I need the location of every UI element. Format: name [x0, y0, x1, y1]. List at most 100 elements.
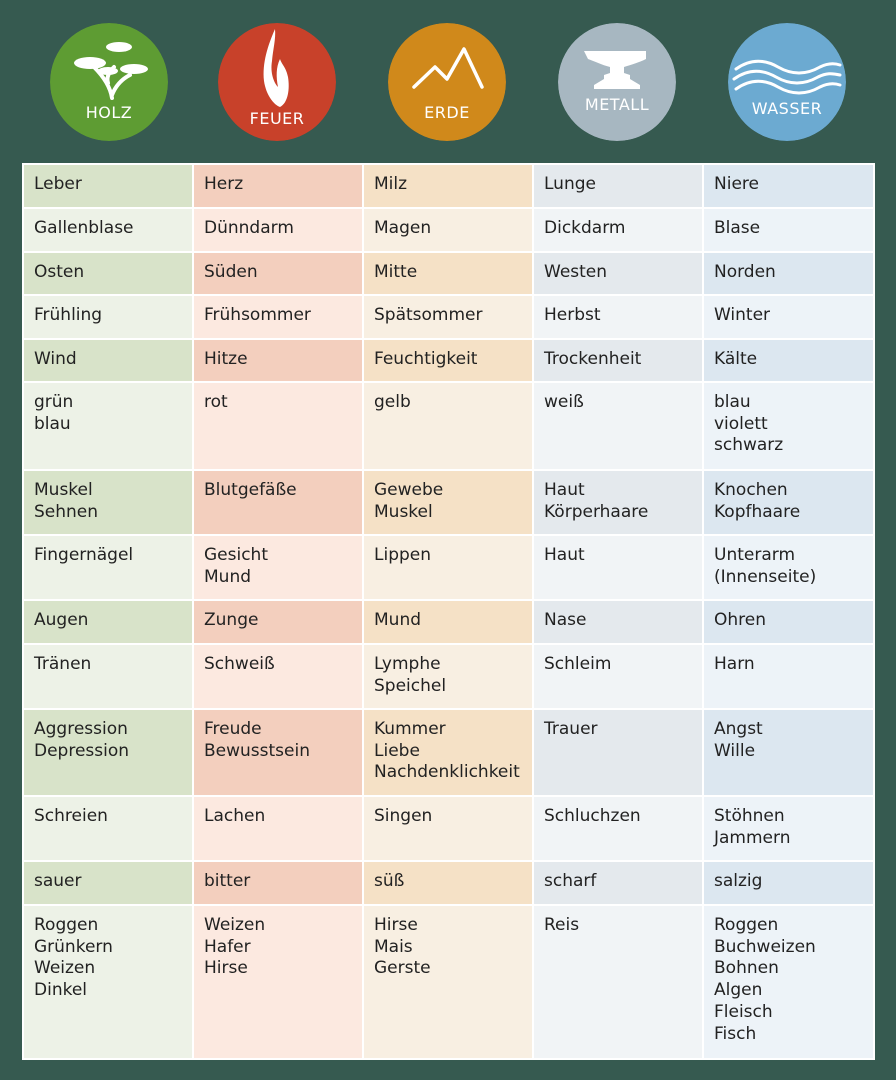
table-cell: Schleim — [532, 643, 704, 710]
table-cell: bitter — [192, 860, 364, 906]
table-cell: Haut — [532, 534, 704, 601]
table-cell: weiß — [532, 381, 704, 471]
table-row: Roggen Grünkern Weizen Dinkel Weizen Hafe… — [22, 904, 875, 1060]
table-cell: Roggen Grünkern Weizen Dinkel — [22, 904, 194, 1060]
table-row: Frühling Frühsommer Spätsommer Herbst Winter — [22, 294, 875, 340]
element-erde: ERDE — [388, 23, 506, 141]
table-cell: sauer — [22, 860, 194, 906]
table-cell: Feuchtigkeit — [362, 338, 534, 383]
table-cell: Mund — [362, 599, 534, 645]
table-cell: scharf — [532, 860, 704, 906]
table-cell: Zunge — [192, 599, 364, 645]
table-cell: Gewebe Muskel — [362, 469, 534, 536]
table-cell: Hitze — [192, 338, 364, 383]
table-cell: Kälte — [702, 338, 875, 383]
table-cell: Dünndarm — [192, 207, 364, 253]
table-cell: Niere — [702, 163, 875, 209]
element-wasser: WASSER — [728, 23, 846, 141]
table-cell: Herz — [192, 163, 364, 209]
table-cell: Ohren — [702, 599, 875, 645]
table-cell: Lunge — [532, 163, 704, 209]
table-cell: Magen — [362, 207, 534, 253]
table-cell: Blase — [702, 207, 875, 253]
table-cell: Schreien — [22, 795, 194, 862]
table-cell: Tränen — [22, 643, 194, 710]
table-cell: Kummer Liebe Nachdenklichkeit — [362, 708, 534, 797]
correspondence-table: Leber Herz Milz Lunge Niere Gallenblase Dünnd… — [22, 163, 875, 1060]
table-cell: Dickdarm — [532, 207, 704, 253]
feuer-circle-bg — [218, 23, 336, 141]
table-cell: Trockenheit — [532, 338, 704, 383]
five-elements-table: Leber Herz Milz Lunge Niere Gallenblase Dünnd… — [22, 163, 875, 1060]
table-cell: Haut Körperhaare — [532, 469, 704, 536]
table-body: Leber Herz Milz Lunge Niere Gallenblase Dünnd… — [22, 163, 875, 1060]
table-cell: Spätsommer — [362, 294, 534, 340]
table-cell: Herbst — [532, 294, 704, 340]
table-cell: grün blau — [22, 381, 194, 471]
table-cell: Winter — [702, 294, 875, 340]
table-cell: süß — [362, 860, 534, 906]
table-cell: Milz — [362, 163, 534, 209]
table-cell: salzig — [702, 860, 875, 906]
table-row: sauer bitter süß scharf salzig — [22, 860, 875, 906]
table-cell: Singen — [362, 795, 534, 862]
table-row: Leber Herz Milz Lunge Niere — [22, 163, 875, 209]
table-cell: rot — [192, 381, 364, 471]
table-cell: Gesicht Mund — [192, 534, 364, 601]
table-row: Aggression Depression Freude Bewusstsein K… — [22, 708, 875, 797]
table-cell: Schluchzen — [532, 795, 704, 862]
flame-icon — [218, 23, 336, 141]
table-row: Augen Zunge Mund Nase Ohren — [22, 599, 875, 645]
table-row: Fingernägel Gesicht Mund Lippen Haut Unterar… — [22, 534, 875, 601]
anvil-icon — [558, 23, 676, 141]
bonsai-icon — [50, 23, 168, 141]
erde-circle-bg — [388, 23, 506, 141]
table-cell: Augen — [22, 599, 194, 645]
element-header: HOLZ FEUER ERDE METALL WAS — [0, 0, 896, 160]
table-row: Schreien Lachen Singen Schluchzen Stöhnen Ja… — [22, 795, 875, 862]
table-cell: Leber — [22, 163, 194, 209]
table-cell: Nase — [532, 599, 704, 645]
table-cell: Knochen Kopfhaare — [702, 469, 875, 536]
mountain-icon — [388, 23, 506, 141]
table-cell: Frühsommer — [192, 294, 364, 340]
table-cell: Lachen — [192, 795, 364, 862]
table-cell: Stöhnen Jammern — [702, 795, 875, 862]
table-cell: Harn — [702, 643, 875, 710]
table-cell: Frühling — [22, 294, 194, 340]
element-feuer: FEUER — [218, 23, 336, 141]
table-cell: Angst Wille — [702, 708, 875, 797]
table-cell: Reis — [532, 904, 704, 1060]
table-cell: Roggen Buchweizen Bohnen Algen Fleisch F… — [702, 904, 875, 1060]
table-row: Wind Hitze Feuchtigkeit Trockenheit Kälte — [22, 338, 875, 383]
table-cell: Lymphe Speichel — [362, 643, 534, 710]
table-cell: Gallenblase — [22, 207, 194, 253]
table-cell: Weizen Hafer Hirse — [192, 904, 364, 1060]
table-cell: blau violett schwarz — [702, 381, 875, 471]
table-cell: Blutgefäße — [192, 469, 364, 536]
table-row: grün blau rot gelb weiß blau violett schwarz — [22, 381, 875, 471]
element-metall: METALL — [558, 23, 676, 141]
table-cell: Norden — [702, 251, 875, 296]
table-cell: gelb — [362, 381, 534, 471]
element-label-wasser: WASSER — [751, 99, 823, 118]
element-label-feuer: FEUER — [249, 109, 305, 128]
table-cell: Schweiß — [192, 643, 364, 710]
table-cell: Mitte — [362, 251, 534, 296]
table-cell: Osten — [22, 251, 194, 296]
element-holz: HOLZ — [50, 23, 168, 141]
table-cell: Wind — [22, 338, 194, 383]
table-cell: Aggression Depression — [22, 708, 194, 797]
element-label-erde: ERDE — [424, 103, 470, 122]
table-row: Gallenblase Dünndarm Magen Dickdarm Blase — [22, 207, 875, 253]
table-cell: Lippen — [362, 534, 534, 601]
table-row: Muskel Sehnen Blutgefäße Gewebe Muskel Haut… — [22, 469, 875, 536]
table-cell: Freude Bewusstsein — [192, 708, 364, 797]
element-label-holz: HOLZ — [85, 103, 133, 122]
table-cell: Westen — [532, 251, 704, 296]
table-cell: Muskel Sehnen — [22, 469, 194, 536]
waves-icon — [728, 23, 846, 141]
table-cell: Hirse Mais Gerste — [362, 904, 534, 1060]
table-cell: Fingernägel — [22, 534, 194, 601]
table-cell: Süden — [192, 251, 364, 296]
